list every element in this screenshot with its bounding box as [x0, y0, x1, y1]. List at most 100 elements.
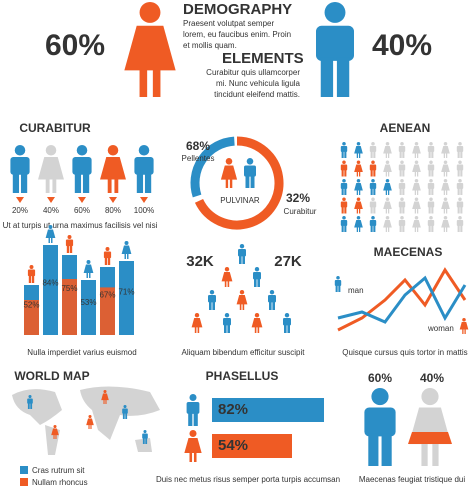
percent: 20% — [12, 206, 28, 215]
man-icon — [134, 145, 154, 193]
leg — [287, 324, 290, 333]
leg — [387, 208, 390, 214]
head — [414, 197, 419, 202]
head — [224, 267, 230, 272]
dress — [412, 183, 421, 191]
percent: 71% — [118, 287, 134, 296]
body — [244, 165, 256, 177]
leg — [86, 272, 88, 278]
leg — [385, 208, 388, 214]
body — [122, 408, 128, 414]
leg — [358, 153, 361, 158]
trend-line — [337, 275, 467, 324]
bar — [119, 261, 134, 335]
man-icon — [103, 247, 112, 265]
woman-icon — [441, 142, 450, 158]
leg — [114, 178, 119, 193]
leg — [188, 412, 193, 426]
man-icon — [427, 179, 435, 195]
leg — [105, 399, 107, 404]
caption: Ut at turpis ut urna maximus facilisis v… — [3, 221, 158, 230]
dress — [354, 220, 363, 228]
dress — [383, 164, 392, 173]
dress — [354, 201, 363, 210]
dress — [441, 146, 450, 154]
percent: 60% — [74, 206, 90, 215]
percent: 75% — [61, 284, 77, 293]
dress — [100, 157, 126, 180]
leg — [250, 175, 255, 188]
body — [134, 157, 154, 175]
leg — [272, 301, 275, 310]
leg — [239, 255, 242, 264]
head — [123, 405, 127, 409]
percent: 100% — [134, 206, 154, 215]
leg — [428, 169, 431, 177]
dress — [38, 157, 64, 180]
leg — [385, 190, 388, 195]
leg — [227, 324, 230, 333]
leg — [193, 412, 198, 426]
percent: 40% — [372, 29, 432, 62]
head — [45, 145, 57, 156]
body — [398, 183, 406, 189]
head — [385, 216, 390, 220]
percent: 80% — [105, 206, 121, 215]
man-icon — [316, 2, 354, 97]
head — [29, 265, 34, 269]
head — [189, 430, 197, 438]
dress-fill — [408, 432, 452, 444]
head — [371, 142, 375, 146]
marker — [109, 197, 117, 203]
man-icon — [398, 179, 406, 195]
percent: 54% — [218, 437, 248, 454]
head — [371, 179, 375, 183]
leg — [431, 188, 434, 195]
leg — [227, 281, 230, 287]
head — [443, 142, 448, 146]
body — [316, 25, 354, 61]
head — [342, 160, 346, 165]
man-icon — [10, 145, 30, 193]
head — [429, 179, 433, 183]
leg — [431, 169, 434, 177]
continent — [12, 389, 62, 425]
leg — [242, 304, 245, 310]
woman-icon — [236, 290, 248, 310]
dress — [251, 318, 263, 328]
head — [443, 179, 448, 183]
man-icon — [186, 394, 200, 426]
leg — [462, 329, 464, 334]
leg — [284, 324, 287, 333]
leg — [239, 304, 242, 310]
head — [371, 216, 375, 220]
man-icon — [364, 388, 396, 466]
leg — [457, 225, 460, 232]
leg — [381, 433, 392, 466]
leg — [402, 225, 405, 232]
head — [342, 179, 346, 183]
body — [27, 269, 36, 277]
man-icon — [369, 197, 377, 214]
leg — [142, 438, 145, 444]
continent — [135, 438, 152, 452]
head — [414, 179, 419, 183]
leg — [69, 245, 73, 253]
man-icon — [334, 276, 342, 292]
body — [186, 402, 200, 414]
leg — [358, 190, 361, 195]
body — [364, 407, 396, 437]
leg — [341, 225, 344, 232]
woman-icon — [354, 179, 363, 195]
leg — [399, 169, 402, 177]
leg — [414, 171, 417, 177]
leg — [460, 206, 463, 214]
leg — [225, 179, 229, 188]
legend-swatch — [20, 466, 28, 474]
leg — [428, 225, 431, 232]
body — [72, 157, 92, 175]
head — [336, 276, 340, 280]
legend-label: Nullam rhoncus — [32, 478, 88, 487]
woman-icon — [441, 216, 450, 232]
